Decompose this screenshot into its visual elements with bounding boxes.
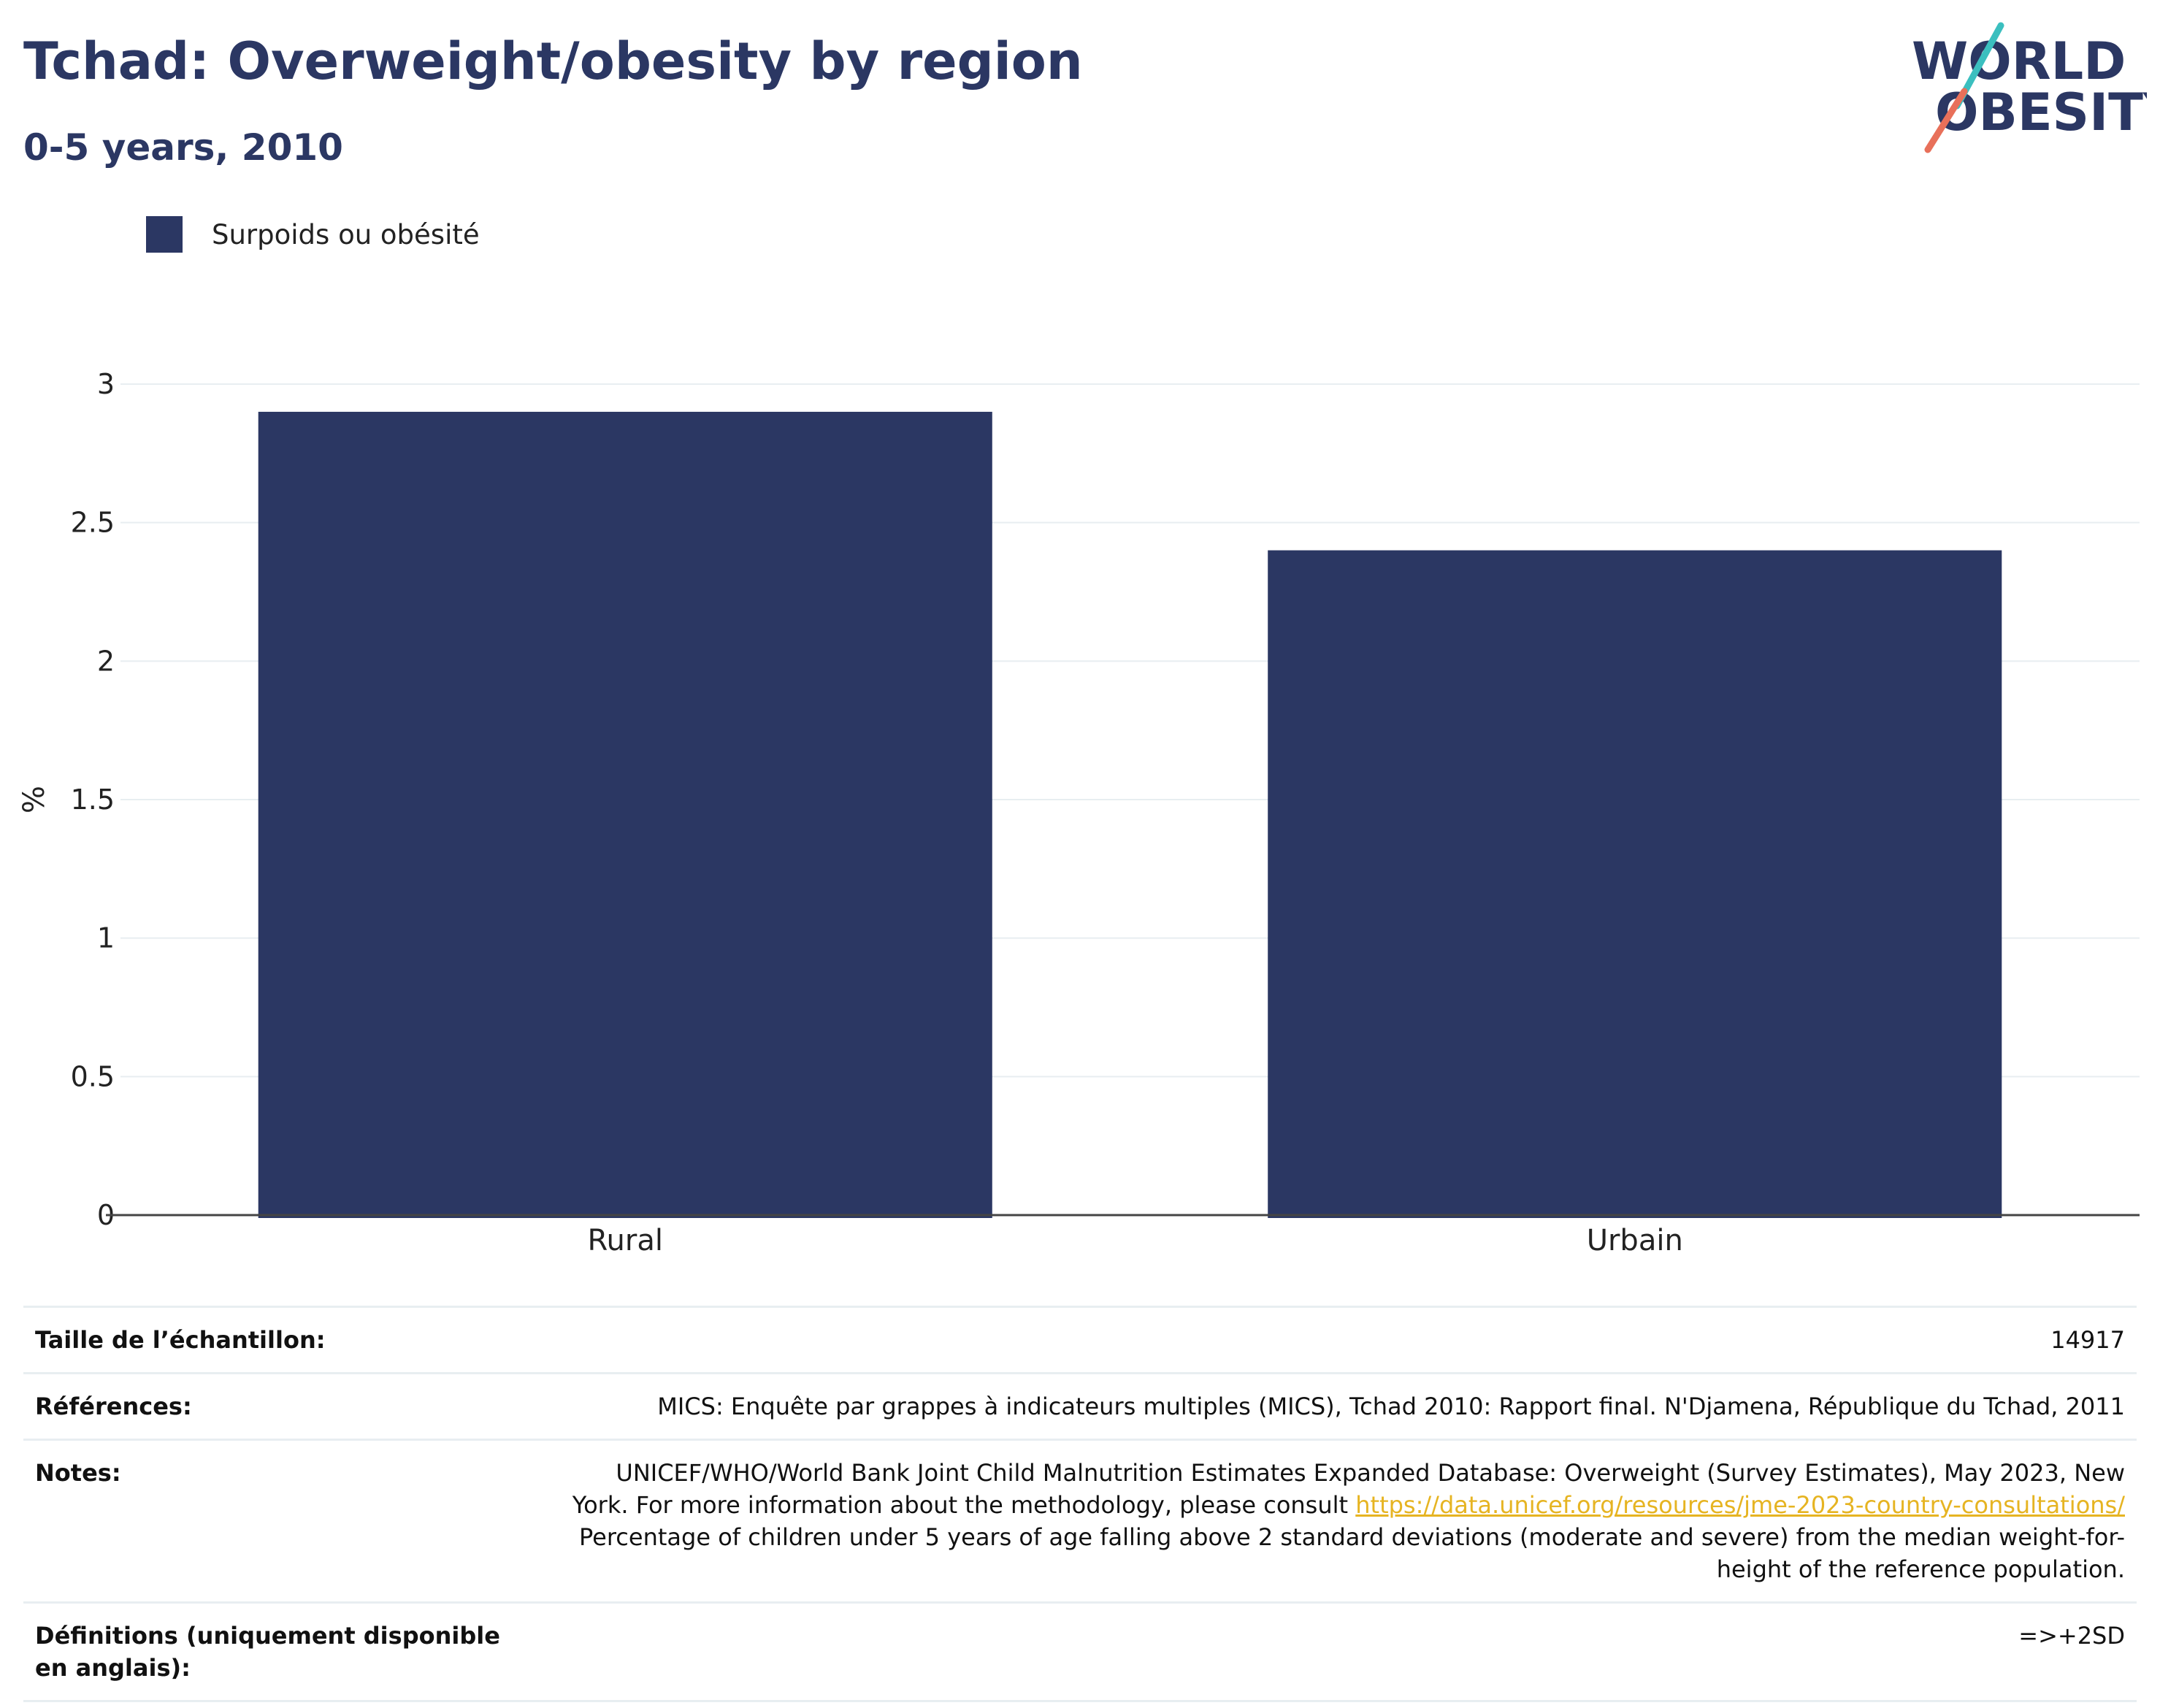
sample-size-row: Taille de l’échantillon: 14917 bbox=[23, 1306, 2137, 1374]
y-tick-label: 0.5 bbox=[71, 1060, 115, 1092]
info-table: Taille de l’échantillon: 14917 Référence… bbox=[23, 1306, 2137, 1702]
y-tick-label: 2.5 bbox=[71, 507, 115, 539]
x-category-label: Urbain bbox=[1587, 1224, 1683, 1257]
chart-subtitle: 0-5 years, 2010 bbox=[23, 126, 343, 169]
bar-urbain bbox=[1268, 550, 2002, 1218]
notes-row: Notes: UNICEF/WHO/World Bank Joint Child… bbox=[23, 1439, 2137, 1604]
references-label: Références: bbox=[23, 1372, 543, 1441]
definitions-value: =>+2SD bbox=[543, 1601, 2137, 1702]
notes-value: UNICEF/WHO/World Bank Joint Child Malnut… bbox=[543, 1439, 2137, 1604]
y-tick-label: 1 bbox=[97, 922, 115, 954]
references-value: MICS: Enquête par grappes à indicateurs … bbox=[543, 1372, 2137, 1441]
legend: Surpoids ou obésité bbox=[146, 216, 480, 253]
logo-line1: WORLD bbox=[1912, 31, 2126, 91]
sample-size-label: Taille de l’échantillon: bbox=[23, 1306, 543, 1374]
notes-label: Notes: bbox=[23, 1439, 543, 1604]
x-category-label: Rural bbox=[588, 1224, 663, 1257]
logo-line2: OBESITY bbox=[1935, 83, 2147, 142]
y-tick-label: 3 bbox=[97, 368, 115, 400]
bar-rural bbox=[258, 411, 992, 1218]
y-tick-label: 2 bbox=[97, 645, 115, 677]
legend-label: Surpoids ou obésité bbox=[212, 218, 480, 250]
y-tick-label: 1.5 bbox=[71, 784, 115, 816]
logo-slash-coral-icon bbox=[1924, 88, 1968, 153]
notes-text-after: Percentage of children under 5 years of … bbox=[579, 1523, 2125, 1583]
world-obesity-logo: WORLD OBESITY bbox=[1906, 22, 2160, 153]
legend-swatch bbox=[146, 216, 183, 253]
sample-size-value: 14917 bbox=[543, 1306, 2137, 1374]
definitions-row: Définitions (uniquement disponible en an… bbox=[23, 1601, 2137, 1702]
references-row: Références: MICS: Enquête par grappes à … bbox=[23, 1372, 2137, 1441]
chart-title: Tchad: Overweight/obesity by region bbox=[23, 31, 1083, 91]
definitions-label: Définitions (uniquement disponible en an… bbox=[23, 1601, 543, 1702]
y-axis-label: % bbox=[18, 786, 51, 813]
notes-text-before: UNICEF/WHO/World Bank Joint Child Malnut… bbox=[572, 1459, 2125, 1519]
notes-link[interactable]: https://data.unicef.org/resources/jme-20… bbox=[1355, 1491, 2125, 1519]
bar-chart: 0 0.5 1 1.5 2 2.5 3 Rural Urbain% bbox=[0, 307, 2160, 1278]
